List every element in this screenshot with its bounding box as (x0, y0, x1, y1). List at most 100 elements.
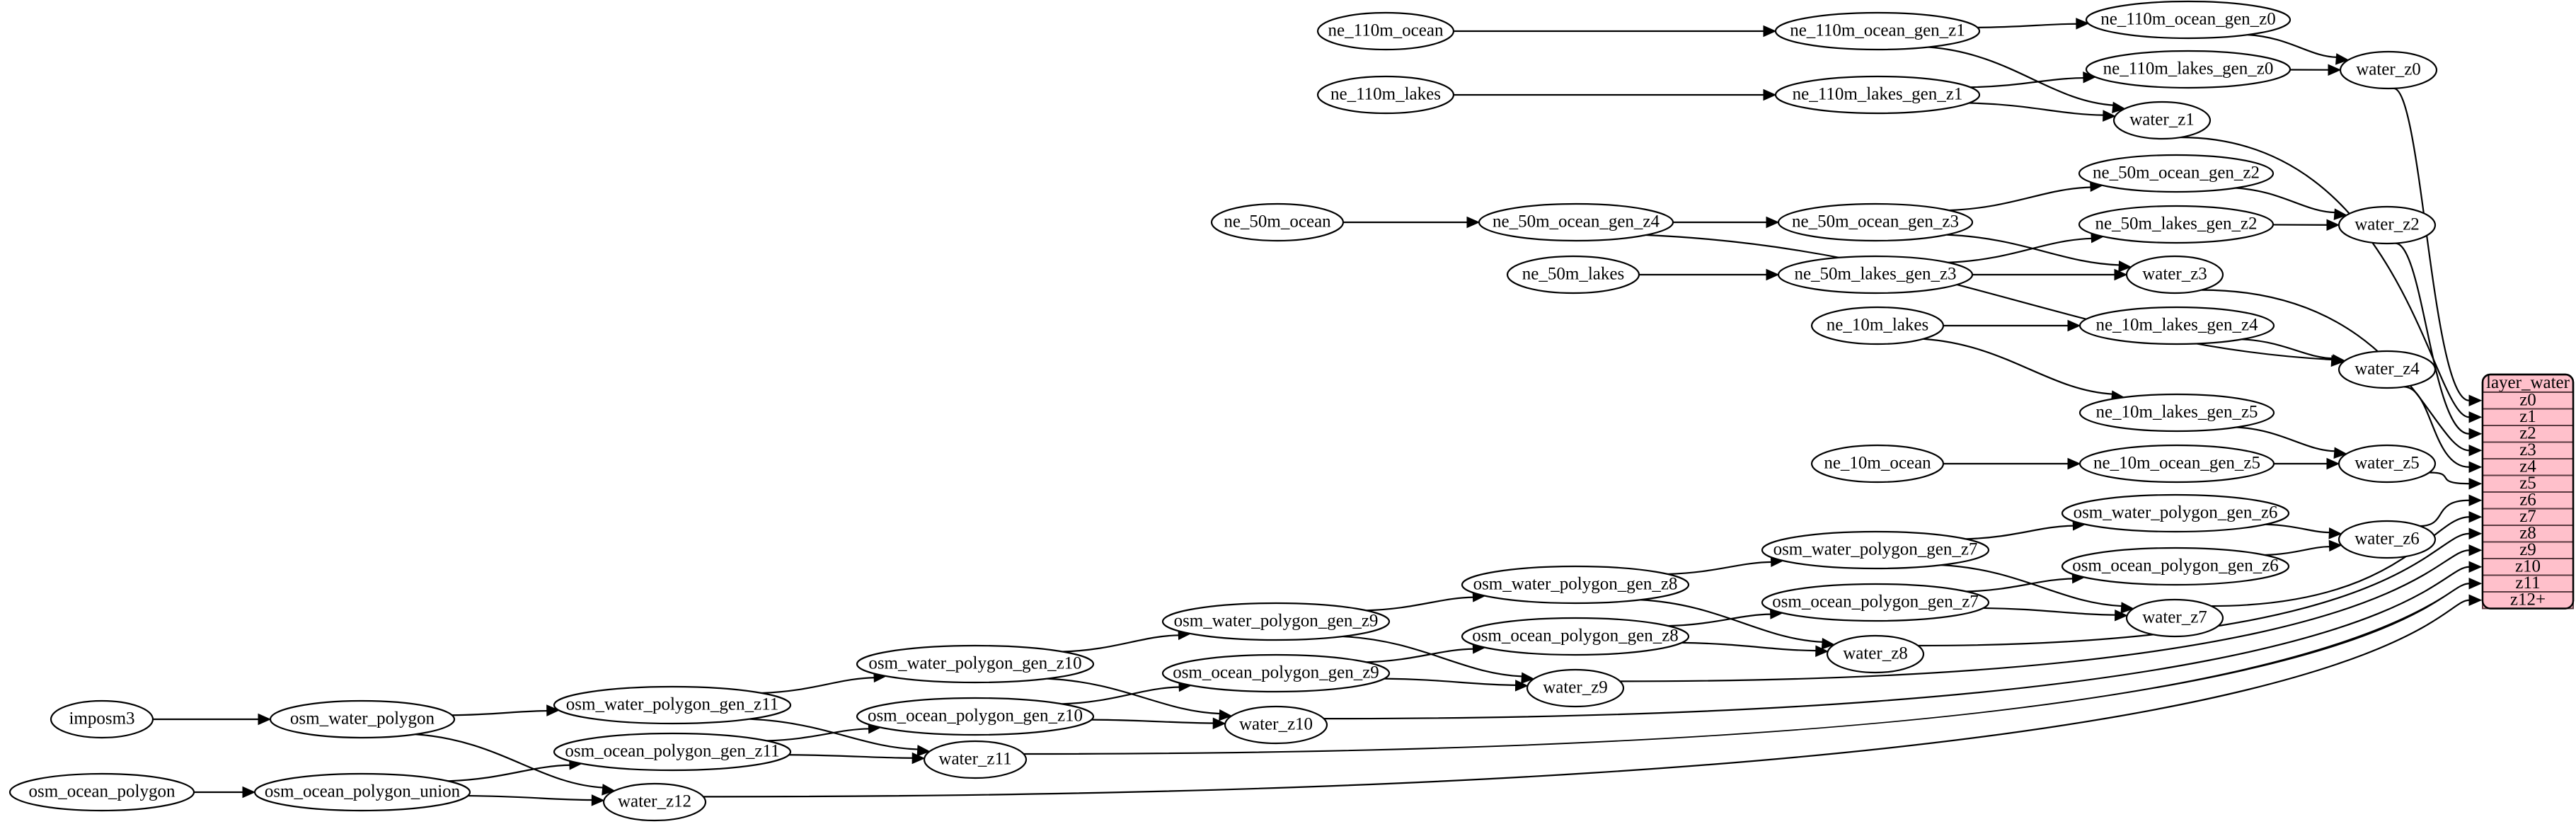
node-label-water_z9: water_z9 (1543, 678, 1608, 697)
node-ne_110m_ocean[interactable]: ne_110m_ocean (1316, 11, 1455, 51)
node-ne_10m_ocean[interactable]: ne_10m_ocean (1810, 444, 1945, 484)
node-osm_ocean_polygon_union[interactable]: osm_ocean_polygon_union (253, 772, 471, 812)
node-osm_water_polygon_gen_z9[interactable]: osm_water_polygon_gen_z9 (1161, 602, 1391, 641)
arrow-osm_ocean_polygon_gen_z6-to-water_z6 (2328, 539, 2342, 552)
edge-ne_50m_ocean_gen_z3-to-ne_50m_ocean_gen_z2 (1949, 186, 2092, 212)
node-shape-ne_110m_ocean (1316, 11, 1455, 51)
node-osm_ocean_polygon_gen_z7[interactable]: osm_ocean_polygon_gen_z7 (1761, 583, 1990, 622)
record-row-label-z6: z6 (2519, 490, 2536, 509)
edge-osm_water_polygon_gen_z11-to-water_z11 (749, 718, 919, 750)
edge-ne_110m_ocean_gen_z0-to-water_z0 (2248, 34, 2338, 58)
node-water_z10[interactable]: water_z10 (1224, 705, 1328, 745)
node-water_z2[interactable]: water_z2 (2338, 205, 2437, 245)
edge-ne_50m_ocean_gen_z4-to-water_z4 (1645, 234, 2333, 361)
arrow-ne_10m_lakes_gen_z5-to-water_z5 (2333, 447, 2347, 459)
node-ne_50m_ocean_gen_z2[interactable]: ne_50m_ocean_gen_z2 (2078, 154, 2275, 193)
arrow-osm_water_polygon_gen_z11-to-water_z11 (916, 745, 931, 757)
arrow-ne_110m_ocean_gen_z1-to-ne_110m_ocean_gen_z0 (2076, 18, 2090, 30)
node-water_z11[interactable]: water_z11 (923, 740, 1028, 779)
node-ne_50m_lakes_gen_z2[interactable]: ne_50m_lakes_gen_z2 (2078, 205, 2275, 244)
node-ne_110m_ocean_gen_z0[interactable]: ne_110m_ocean_gen_z0 (2085, 0, 2292, 40)
arrow-imposm3-to-osm_water_polygon (258, 713, 272, 726)
node-water_z5[interactable]: water_z5 (2338, 444, 2437, 484)
node-water_z8[interactable]: water_z8 (1826, 634, 1925, 674)
nodes-layer: ne_110m_ocean ne_110m_ocean_gen_z1 ne_110m… (8, 0, 2438, 822)
node-label-ne_50m_ocean_gen_z3: ne_50m_ocean_gen_z3 (1792, 212, 1959, 231)
node-label-ne_10m_ocean: ne_10m_ocean (1824, 454, 1931, 473)
layer-water-record-node[interactable]: layer_waterz0z1z2z3z4z5z6z7z8z9z10z11z12… (2481, 373, 2575, 610)
node-ne_50m_lakes[interactable]: ne_50m_lakes (1506, 255, 1640, 295)
node-ne_10m_ocean_gen_z5[interactable]: ne_10m_ocean_gen_z5 (2078, 444, 2275, 484)
edge-osm_ocean_polygon_gen_z11-to-water_z11 (788, 754, 914, 759)
node-label-water_z0: water_z0 (2356, 60, 2421, 79)
node-imposm3[interactable]: imposm3 (50, 699, 154, 739)
node-water_z12[interactable]: water_z12 (602, 782, 707, 822)
node-water_z3[interactable]: water_z3 (2125, 255, 2224, 295)
arrow-ne_110m_ocean_gen_z0-to-water_z0 (2335, 53, 2350, 65)
node-osm_ocean_polygon_gen_z8[interactable]: osm_ocean_polygon_gen_z8 (1461, 617, 1690, 656)
arrow-osm_ocean_polygon_gen_z7-to-water_z7 (2114, 609, 2128, 622)
node-water_z7[interactable]: water_z7 (2125, 598, 2224, 638)
node-osm_water_polygon_gen_z6[interactable]: osm_water_polygon_gen_z6 (2061, 493, 2290, 533)
node-ne_50m_ocean[interactable]: ne_50m_ocean (1210, 202, 1345, 242)
node-water_z0[interactable]: water_z0 (2339, 50, 2438, 90)
arrow-water_z3-to-layer-water-z3 (2468, 444, 2483, 457)
node-shape-ne_10m_ocean (1810, 444, 1945, 484)
node-shape-osm_water_polygon_gen_z8 (1461, 565, 1690, 605)
record-row-label-z1: z1 (2519, 407, 2536, 426)
edge-water_z0-to-layer-water-z0 (2393, 87, 2470, 401)
node-shape-osm_water_polygon (269, 699, 456, 739)
node-osm_ocean_polygon_gen_z10[interactable]: osm_ocean_polygon_gen_z10 (856, 697, 1095, 736)
arrow-water_z2-to-layer-water-z2 (2468, 428, 2483, 440)
node-osm_water_polygon[interactable]: osm_water_polygon (269, 699, 456, 739)
node-label-ne_50m_lakes: ne_50m_lakes (1522, 265, 1624, 284)
node-shape-osm_water_polygon_gen_z11 (553, 685, 792, 725)
record-title: layer_water (2486, 373, 2570, 392)
node-shape-ne_10m_lakes_gen_z4 (2078, 306, 2275, 345)
node-ne_110m_lakes_gen_z0[interactable]: ne_110m_lakes_gen_z0 (2085, 50, 2292, 89)
node-water_z9[interactable]: water_z9 (1526, 668, 1625, 708)
node-ne_10m_lakes_gen_z5[interactable]: ne_10m_lakes_gen_z5 (2078, 393, 2275, 433)
node-water_z4[interactable]: water_z4 (2338, 350, 2437, 389)
node-osm_ocean_polygon_gen_z6[interactable]: osm_ocean_polygon_gen_z6 (2061, 547, 2290, 586)
edge-water_z9-to-layer-water-z9 (1620, 549, 2470, 682)
node-label-osm_water_polygon_gen_z11: osm_water_polygon_gen_z11 (566, 695, 778, 714)
node-shape-ne_50m_lakes_gen_z2 (2078, 205, 2275, 244)
node-osm_ocean_polygon[interactable]: osm_ocean_polygon (8, 772, 195, 812)
node-osm_water_polygon_gen_z11[interactable]: osm_water_polygon_gen_z11 (553, 685, 792, 725)
node-ne_110m_lakes[interactable]: ne_110m_lakes (1316, 75, 1455, 115)
node-shape-ne_110m_lakes (1316, 75, 1455, 115)
node-osm_water_polygon_gen_z8[interactable]: osm_water_polygon_gen_z8 (1461, 565, 1690, 605)
node-label-ne_10m_ocean_gen_z5: ne_10m_ocean_gen_z5 (2093, 454, 2260, 473)
arrow-osm_water_polygon_gen_z10-to-water_z10 (1219, 709, 1233, 721)
edge-ne_110m_ocean_gen_z1-to-ne_110m_ocean_gen_z0 (1977, 23, 2077, 28)
node-water_z1[interactable]: water_z1 (2112, 101, 2212, 140)
node-osm_water_polygon_gen_z10[interactable]: osm_water_polygon_gen_z10 (856, 644, 1095, 684)
node-shape-osm_ocean_polygon_gen_z7 (1761, 583, 1990, 622)
node-ne_50m_ocean_gen_z3[interactable]: ne_50m_ocean_gen_z3 (1777, 202, 1974, 242)
node-ne_10m_lakes_gen_z4[interactable]: ne_10m_lakes_gen_z4 (2078, 306, 2275, 345)
node-water_z6[interactable]: water_z6 (2338, 520, 2437, 559)
arrow-ne_50m_lakes-to-ne_50m_lakes_gen_z3 (1766, 268, 1780, 281)
node-osm_ocean_polygon_gen_z11[interactable]: osm_ocean_polygon_gen_z11 (553, 732, 792, 772)
node-ne_110m_ocean_gen_z1[interactable]: ne_110m_ocean_gen_z1 (1774, 11, 1981, 51)
edge-ne_10m_lakes-to-ne_10m_lakes_gen_z5 (1923, 338, 2113, 395)
node-shape-ne_110m_ocean_gen_z0 (2085, 0, 2292, 40)
node-ne_50m_lakes_gen_z3[interactable]: ne_50m_lakes_gen_z3 (1777, 255, 1974, 295)
edge-ne_50m_ocean_gen_z3-to-water_z3 (1946, 234, 2120, 266)
arrow-ne_50m_ocean_gen_z4-to-ne_50m_ocean_gen_z3 (1766, 216, 1780, 229)
node-ne_10m_lakes[interactable]: ne_10m_lakes (1810, 306, 1945, 345)
record-outline (2481, 373, 2575, 610)
edge-osm_water_polygon_gen_z10-to-osm_water_polygon_gen_z9 (1062, 634, 1180, 653)
node-osm_ocean_polygon_gen_z9[interactable]: osm_ocean_polygon_gen_z9 (1161, 653, 1391, 693)
edge-water_z1-to-layer-water-z1 (2180, 136, 2470, 418)
record-row-label-z11: z11 (2515, 573, 2540, 593)
arrow-ne_50m_ocean_gen_z2-to-water_z2 (2333, 208, 2347, 220)
node-ne_50m_ocean_gen_z4[interactable]: ne_50m_ocean_gen_z4 (1478, 202, 1674, 242)
arrow-water_z11-to-layer-water-z11 (2468, 577, 2483, 590)
node-osm_water_polygon_gen_z7[interactable]: osm_water_polygon_gen_z7 (1761, 530, 1990, 570)
node-ne_110m_lakes_gen_z1[interactable]: ne_110m_lakes_gen_z1 (1774, 75, 1981, 115)
edge-ne_10m_lakes_gen_z4-to-water_z4 (2242, 338, 2334, 360)
edge-osm_water_polygon-to-water_z12 (415, 733, 604, 789)
